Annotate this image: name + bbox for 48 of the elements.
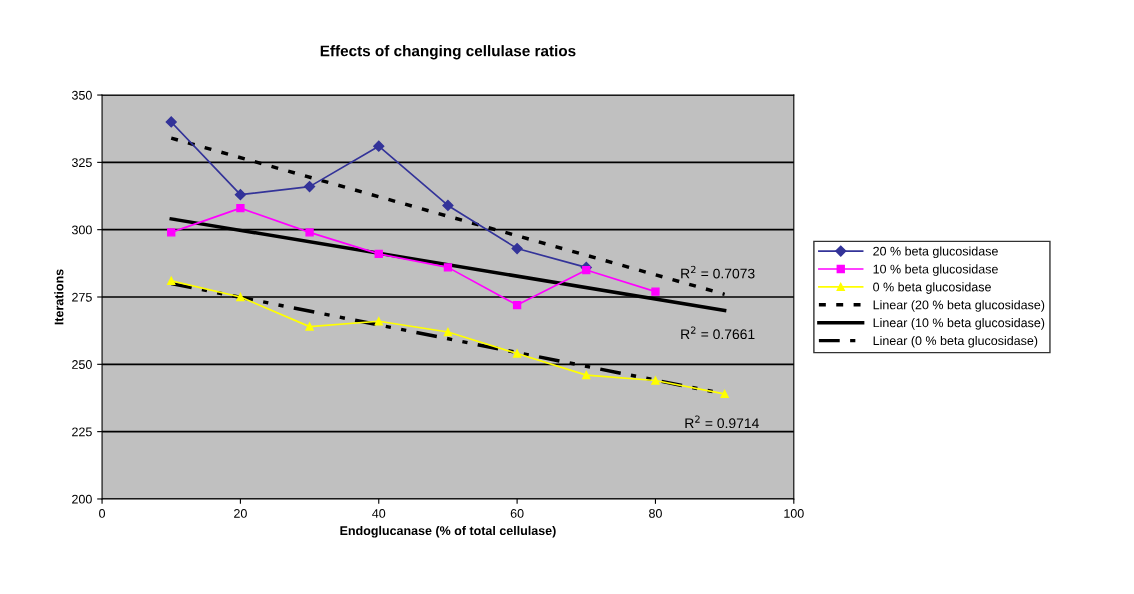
point	[305, 228, 314, 237]
x-tick-label: 60	[510, 509, 524, 518]
legend-label: Linear (0 % beta glucosidase)	[873, 335, 1038, 348]
point	[651, 376, 660, 385]
legend-label: Linear (20 % beta glucosidase)	[873, 300, 1045, 312]
point	[720, 389, 729, 399]
point	[374, 317, 383, 326]
x-tick-label: 20	[234, 509, 247, 518]
y-tick-label: 225	[72, 427, 92, 437]
point	[512, 349, 522, 358]
x-tick-label: 100	[784, 509, 804, 518]
point	[167, 276, 176, 286]
y-axis-title: Iterations	[54, 269, 64, 325]
annotation: R$^{2}$ = 0.9714	[685, 415, 759, 429]
point	[167, 228, 176, 237]
point	[443, 327, 453, 337]
chart-title: Effects of changing cellulase ratios	[320, 45, 576, 60]
point	[442, 199, 454, 212]
y-tick-label: 325	[71, 158, 92, 168]
point	[582, 370, 591, 380]
x-axis-title: Endoglucanase (% of total cellulase)	[340, 525, 556, 538]
point	[512, 300, 522, 310]
point	[443, 263, 453, 272]
point	[236, 292, 245, 302]
annotation: R$^{2}$ = 0.7661	[681, 326, 755, 340]
point	[374, 249, 383, 259]
annotation: R$^{2}$ = 0.7073	[681, 265, 755, 279]
y-tick-label: 350	[71, 90, 92, 100]
point	[236, 203, 245, 213]
y-tick-label: 300	[71, 225, 92, 235]
legend-label: 10 % beta glucosidase	[873, 264, 998, 276]
y-tick-label: 200	[72, 494, 92, 504]
point	[651, 287, 660, 296]
x-tick-label: 80	[649, 509, 662, 518]
legend-label: Linear (10 % beta glucosidase)	[873, 318, 1045, 330]
x-tick-label: 0	[99, 509, 106, 518]
point	[234, 189, 247, 201]
x-tick-label: 40	[372, 509, 386, 518]
y-tick-label: 275	[72, 292, 92, 302]
point	[303, 180, 316, 193]
point	[373, 140, 385, 152]
legend-label: 0 % beta glucosidase	[873, 282, 991, 294]
point	[511, 242, 523, 255]
y-tick-label: 250	[72, 360, 92, 369]
point	[305, 322, 314, 331]
point	[582, 265, 591, 275]
legend-label: 20 % beta glucosidase	[873, 246, 998, 259]
point	[165, 116, 177, 128]
